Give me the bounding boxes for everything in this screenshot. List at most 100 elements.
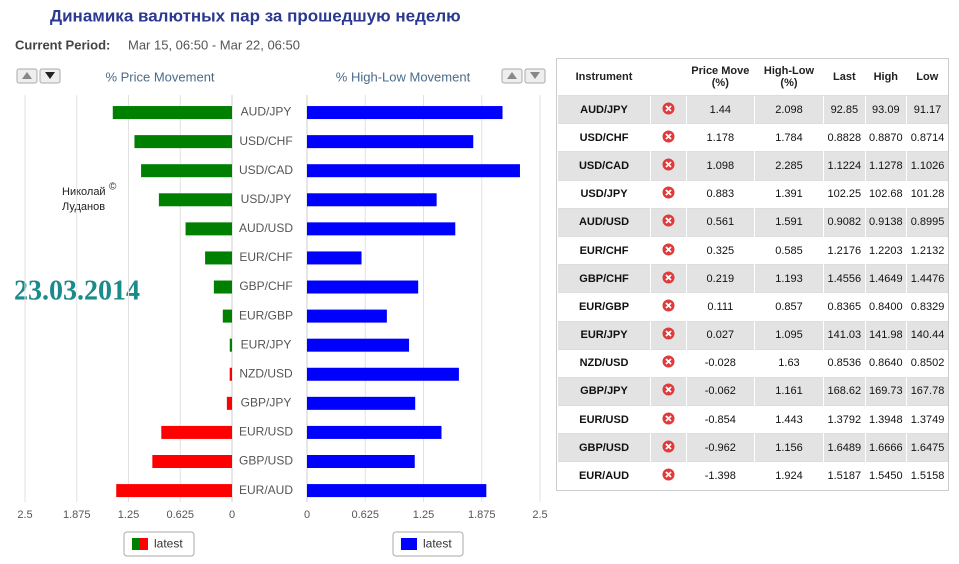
period-value: Mar 15, 06:50 - Mar 22, 06:50: [128, 37, 300, 52]
bar: [307, 280, 419, 294]
bar: [307, 164, 520, 178]
column-header: High-Low (%): [763, 65, 815, 89]
author: Николай: [62, 186, 106, 198]
cell: 1.161: [753, 376, 824, 406]
column-header: High: [873, 71, 899, 83]
legend-swatch: [132, 538, 140, 550]
column-header: Price Move (%): [691, 65, 750, 89]
up-icon: [22, 72, 32, 79]
remove-cell: [650, 94, 687, 124]
category-label: AUD/JPY: [241, 105, 292, 119]
bar: [213, 280, 232, 294]
remove-cell: [650, 235, 687, 265]
cell: 0.8714: [906, 123, 948, 152]
instrument: EUR/USD: [556, 405, 651, 434]
table-row: AUD/USD 0.561 1.591 0.9082 0.9138 0.8995: [556, 207, 948, 237]
cell: 168.62: [823, 376, 866, 406]
instrument: GBP/JPY: [556, 376, 651, 406]
remove-icon[interactable]: [662, 271, 675, 284]
cell: 0.8502: [906, 348, 948, 378]
bar: [226, 396, 232, 410]
bar: [158, 193, 232, 207]
bar: [205, 251, 232, 265]
remove-cell: [650, 207, 687, 237]
cell: 141.03: [823, 320, 866, 350]
remove-icon[interactable]: [662, 355, 675, 368]
bar: [307, 106, 503, 120]
category-label: GBP/JPY: [241, 396, 292, 410]
label-bg: [236, 161, 297, 180]
remove-icon[interactable]: [662, 327, 675, 340]
bar: [141, 164, 232, 178]
x-tick-label: 0: [229, 509, 235, 521]
table-row: USD/CHF 1.178 1.784 0.8828 0.8870 0.8714: [556, 123, 948, 152]
x-tick-label: 1.25: [413, 509, 434, 521]
cell: 0.8329: [906, 292, 948, 321]
cell: 0.8995: [906, 207, 948, 237]
remove-icon[interactable]: [662, 468, 675, 481]
bar: [112, 106, 232, 120]
remove-icon[interactable]: [662, 299, 675, 312]
cell: 1.3749: [906, 405, 948, 434]
cell: 1.5158: [906, 461, 948, 490]
bar: [229, 338, 232, 352]
category-label: EUR/AUD: [239, 483, 293, 497]
cell: 169.73: [864, 376, 907, 406]
cell: 167.78: [906, 376, 948, 406]
column-header: Low: [916, 71, 939, 83]
cell: 0.111: [685, 292, 755, 321]
cell: 1.784: [753, 123, 824, 152]
cell: 1.6666: [864, 433, 907, 462]
cell: -0.028: [685, 348, 755, 378]
bar: [152, 455, 232, 468]
page-title: Динамика валютных пар за прошедшую недел…: [50, 6, 461, 25]
column-header: Instrument: [575, 71, 633, 83]
legend-swatch: [140, 538, 148, 550]
remove-cell: [650, 292, 687, 321]
cell: 1.924: [753, 461, 824, 490]
remove-icon[interactable]: [662, 214, 675, 227]
remove-icon[interactable]: [662, 130, 675, 143]
category-label: GBP/CHF: [239, 279, 292, 293]
label-bg: [236, 103, 297, 122]
charts: Динамика валютных пар за прошедшую недел…: [14, 6, 548, 557]
cell: 0.219: [685, 264, 755, 293]
cell: 1.156: [753, 433, 824, 462]
cell: 1.591: [753, 207, 824, 237]
cell: 1.63: [753, 348, 824, 378]
sort-buttons[interactable]: [16, 68, 546, 84]
label-bg: [236, 452, 297, 471]
author-mark: ©: [109, 182, 117, 193]
label-bg: [236, 481, 297, 500]
remove-icon[interactable]: [662, 383, 675, 396]
bar: [134, 135, 232, 149]
category-label: GBP/USD: [239, 454, 293, 468]
remove-icon[interactable]: [662, 186, 675, 199]
cell: 0.8640: [864, 348, 907, 378]
remove-cell: [650, 320, 687, 350]
remove-icon[interactable]: [662, 158, 675, 171]
x-tick-label: 1.25: [118, 509, 139, 521]
instrument: EUR/GBP: [556, 292, 651, 321]
cell: 1.3792: [823, 405, 866, 434]
label-bg: [236, 132, 297, 151]
cell: 1.6489: [823, 433, 866, 462]
legend-label: latest: [423, 537, 452, 551]
remove-cell: [650, 433, 687, 462]
remove-icon[interactable]: [662, 243, 675, 256]
cell: 1.44: [685, 94, 755, 124]
legend-label: latest: [154, 537, 183, 551]
table-row: AUD/JPY 1.44 2.098 92.85 93.09 91.17: [556, 94, 948, 124]
category-label: EUR/JPY: [241, 337, 292, 351]
remove-cell: [650, 376, 687, 406]
bar: [229, 367, 232, 381]
remove-icon[interactable]: [662, 102, 675, 115]
cell: 2.285: [753, 151, 824, 181]
cell: 1.2176: [823, 235, 866, 265]
remove-icon[interactable]: [662, 440, 675, 453]
x-tick-label: 0.625: [351, 509, 379, 521]
instrument: EUR/AUD: [556, 461, 651, 490]
remove-icon[interactable]: [662, 412, 675, 425]
instrument: NZD/USD: [556, 348, 651, 378]
cell: 0.883: [685, 179, 755, 209]
